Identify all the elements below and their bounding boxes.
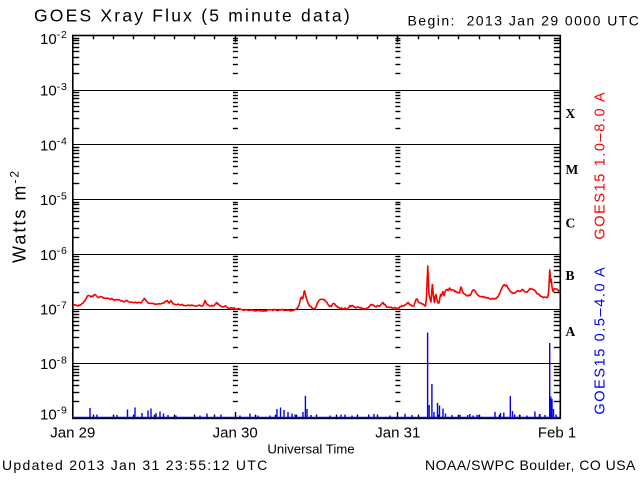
svg-text:A: A: [566, 324, 576, 339]
svg-text:Universal Time: Universal Time: [267, 442, 354, 457]
svg-text:C: C: [566, 216, 576, 231]
svg-text:GOES Xray Flux (5 minute data): GOES Xray Flux (5 minute data): [34, 6, 352, 26]
svg-text:Begin: 2013 Jan 29 0000 UTC: Begin: 2013 Jan 29 0000 UTC: [408, 13, 640, 29]
svg-text:GOES15 1.0–8.0 A: GOES15 1.0–8.0 A: [593, 91, 609, 240]
svg-text:Feb 1: Feb 1: [538, 425, 576, 442]
svg-text:X: X: [566, 106, 576, 121]
svg-text:Jan 29: Jan 29: [50, 425, 95, 442]
svg-text:Updated 2013 Jan 31 23:55:12 U: Updated 2013 Jan 31 23:55:12 UTC: [2, 457, 269, 473]
svg-text:M: M: [566, 162, 579, 177]
svg-text:Jan 31: Jan 31: [375, 425, 420, 442]
svg-text:Jan 30: Jan 30: [213, 425, 258, 442]
svg-text:GOES15 0.5–4.0 A: GOES15 0.5–4.0 A: [593, 266, 609, 415]
svg-text:B: B: [566, 268, 575, 283]
svg-text:NOAA/SWPC Boulder, CO USA: NOAA/SWPC Boulder, CO USA: [425, 457, 636, 473]
